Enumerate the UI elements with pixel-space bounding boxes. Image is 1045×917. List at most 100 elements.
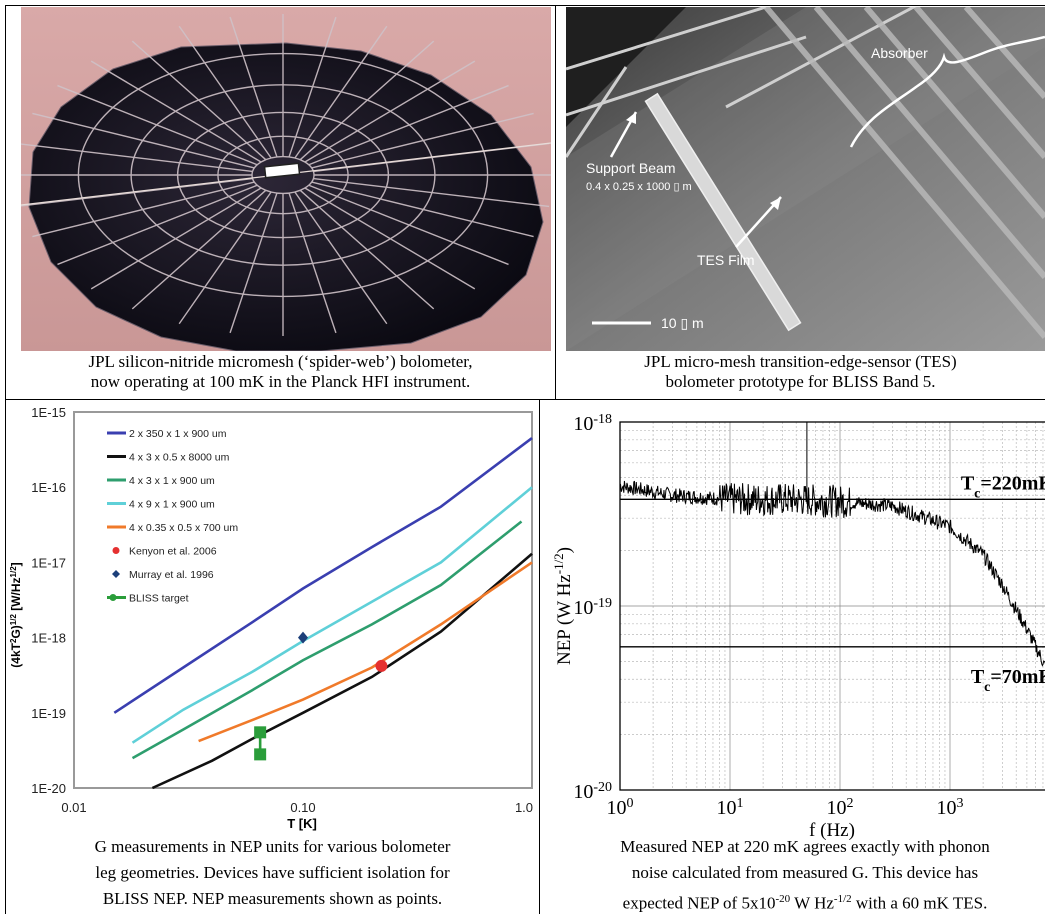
chart2-annotation-1: Tc=70mK bbox=[971, 666, 1045, 695]
chart2-series-line bbox=[619, 480, 1045, 667]
web-spoke bbox=[131, 40, 267, 161]
caption-bottom-left-line2: leg geometries. Devices have sufficient … bbox=[95, 863, 450, 882]
web-spoke bbox=[288, 16, 337, 158]
chart1-x-tick-label: 1.0 bbox=[515, 800, 533, 815]
chart2-x-tick-label: 101 bbox=[717, 796, 744, 820]
chart2-y-axis-label: NEP (W Hz-1/2) bbox=[551, 547, 576, 665]
chart1-series-line-4 bbox=[198, 561, 533, 743]
web-spoke bbox=[21, 143, 253, 173]
outer-border-left bbox=[5, 5, 6, 914]
chart1-legend-swatch-6 bbox=[112, 570, 120, 578]
caption-bottom-right: Measured NEP at 220 mK agrees exactly wi… bbox=[540, 834, 1045, 917]
web-spoke bbox=[294, 191, 388, 325]
bolometer-disk bbox=[28, 42, 544, 351]
chart1-x-tick-label: 0.01 bbox=[61, 800, 86, 815]
chart2-y-tick-label: 10-20 bbox=[573, 780, 612, 804]
chart2-x-tick-label: 102 bbox=[827, 796, 854, 820]
caption-top-right-line2: bolometer prototype for BLISS Band 5. bbox=[665, 372, 936, 391]
g-measurement-chart-svg: 2 x 350 x 1 x 900 um 4 x 3 x 0.5 x 8000 u… bbox=[9, 405, 534, 831]
support-beams bbox=[566, 7, 917, 158]
chart1-legend-label-5: Kenyon et al. 2006 bbox=[129, 546, 217, 558]
chart1-y-tick-label: 1E-20 bbox=[31, 781, 66, 796]
chart1-legend-swatch-5 bbox=[112, 547, 120, 554]
chart1-plot-frame bbox=[73, 411, 533, 789]
chart1-legend-swatch-7 bbox=[109, 594, 117, 601]
chart2-plot-frame bbox=[619, 421, 1045, 791]
caption-bottom-left-line1: G measurements in NEP units for various … bbox=[94, 837, 451, 856]
label-absorber: Absorber bbox=[871, 45, 928, 61]
chart1-x-axis-label: T [K] bbox=[287, 816, 317, 831]
caption-top-left: JPL silicon-nitride micromesh (‘spider-w… bbox=[6, 352, 555, 392]
caption-bottom-left-line3: BLISS NEP. NEP measurements shown as poi… bbox=[102, 889, 443, 908]
web-spoke bbox=[308, 84, 509, 166]
chart1-legend-label-6: Murray et al. 1996 bbox=[129, 569, 214, 581]
chart2-x-axis-label: f (Hz) bbox=[809, 820, 855, 840]
caption-top-left-line2: now operating at 100 mK in the Planck HF… bbox=[90, 372, 471, 391]
chart1-y-tick-label: 1E-18 bbox=[31, 631, 66, 646]
chart1-point-bliss bbox=[254, 726, 267, 739]
web-spoke bbox=[299, 40, 435, 161]
chart1-legend-label-4: 4 x 0.35 x 0.5 x 700 um bbox=[129, 522, 238, 534]
chart1-y-tick-label: 1E-16 bbox=[31, 480, 66, 495]
caption-top-right: JPL micro-mesh transition-edge-sensor (T… bbox=[556, 352, 1045, 392]
web-spoke bbox=[178, 191, 272, 325]
chart2-x-tick-label: 100 bbox=[607, 796, 634, 820]
web-spoke bbox=[304, 187, 476, 290]
web-spoke bbox=[308, 184, 509, 266]
chart1-legend: 2 x 350 x 1 x 900 um 4 x 3 x 0.5 x 8000 u… bbox=[107, 428, 238, 605]
label-support-beam-dims: 0.4 x 0.25 x 1000 ▯ m bbox=[586, 181, 692, 193]
web-spoke bbox=[304, 60, 476, 163]
vertical-divider-top bbox=[555, 5, 556, 400]
chart1-legend-label-7: BLISS target bbox=[129, 593, 189, 605]
absorber-center bbox=[263, 162, 301, 179]
chart1-y-tick-label: 1E-17 bbox=[31, 555, 66, 570]
web-spoke bbox=[311, 181, 534, 238]
absorber-brace bbox=[849, 35, 1045, 148]
web-spoke bbox=[229, 192, 278, 334]
caption-top-right-line1: JPL micro-mesh transition-edge-sensor (T… bbox=[644, 352, 957, 371]
web-spoke bbox=[178, 25, 272, 159]
web-spoke bbox=[90, 187, 262, 290]
chart1-series-line-0 bbox=[113, 437, 533, 714]
chart1-point-kenyon bbox=[375, 659, 388, 672]
chart1-legend-label-3: 4 x 9 x 1 x 900 um bbox=[129, 499, 215, 511]
caption-bottom-right-line1: Measured NEP at 220 mK agrees exactly wi… bbox=[620, 837, 990, 856]
tes-film-strip bbox=[644, 92, 802, 332]
tes-sem-image: Absorber Support Beam 0.4 x 0.25 x 1000 … bbox=[566, 7, 1045, 351]
chart1-series-line-1 bbox=[151, 552, 533, 790]
horizontal-divider bbox=[5, 399, 1045, 400]
chart1-y-tick-label: 1E-19 bbox=[31, 706, 66, 721]
chart2-y-tick-label: 10-19 bbox=[573, 596, 612, 620]
outer-border-top bbox=[5, 5, 1045, 6]
web-spoke bbox=[90, 60, 262, 163]
g-measurement-chart: 2 x 350 x 1 x 900 um 4 x 3 x 0.5 x 8000 u… bbox=[6, 400, 538, 832]
web-spoke bbox=[288, 192, 337, 334]
chart1-point-murray bbox=[298, 631, 308, 644]
caption-bottom-left: G measurements in NEP units for various … bbox=[6, 834, 539, 912]
chart2-y-tick-label: 10-18 bbox=[573, 412, 612, 436]
label-scale: 10 ▯ m bbox=[661, 315, 704, 331]
chart1-y-axis-label: (4kT2G)1/2 [W/Hz1/2] bbox=[9, 562, 24, 667]
chart1-legend-label-0: 2 x 350 x 1 x 900 um bbox=[129, 428, 227, 440]
chart1-series-line-2 bbox=[131, 520, 523, 760]
tes-sem-drawing bbox=[566, 7, 1045, 351]
web-spoke bbox=[57, 184, 258, 266]
spider-web-bolometer-image bbox=[21, 7, 551, 351]
label-support-beam: Support Beam bbox=[586, 160, 676, 176]
vertical-divider-bottom bbox=[539, 399, 540, 914]
web-spoke bbox=[311, 112, 534, 169]
web-spoke bbox=[294, 25, 388, 159]
chart2-x-tick-label: 103 bbox=[937, 796, 964, 820]
web-spoke bbox=[57, 84, 258, 166]
web-spoke bbox=[229, 16, 278, 158]
chart1-y-tick-label: 1E-15 bbox=[31, 405, 66, 420]
spider-web-bolometer-photo bbox=[21, 7, 551, 351]
web-spoke bbox=[32, 112, 255, 169]
label-tes-film: TES Film bbox=[697, 252, 755, 268]
web-spoke bbox=[21, 177, 253, 207]
web-spoke bbox=[299, 189, 435, 310]
web-spoke bbox=[131, 189, 267, 310]
